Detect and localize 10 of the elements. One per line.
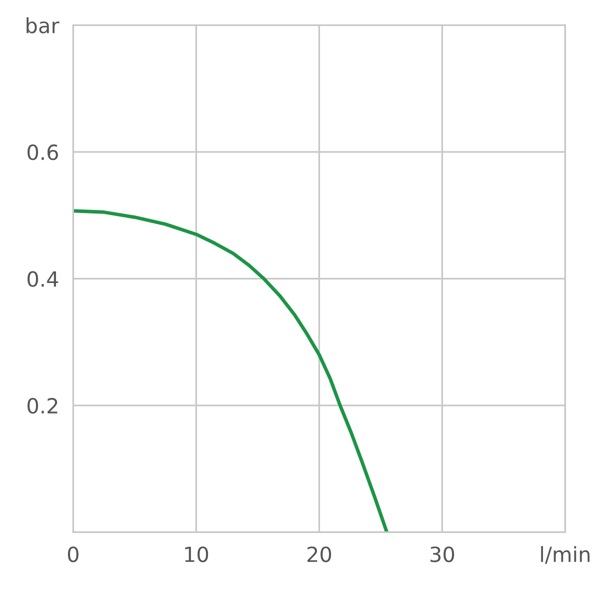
y-tick-label: 0.4 [28,271,58,287]
y-tick-label: 0.6 [28,144,58,160]
x-tick-label: 20 [307,546,332,562]
x-tick-label: 30 [430,546,454,562]
line-series [73,209,389,532]
y-tick-label: bar [26,17,60,34]
x-tick-label: 10 [185,546,208,562]
y-tick-label: 0.2 [28,398,58,414]
x-tick-label: 0 [68,546,78,562]
x-tick-label: l/min [541,546,590,564]
